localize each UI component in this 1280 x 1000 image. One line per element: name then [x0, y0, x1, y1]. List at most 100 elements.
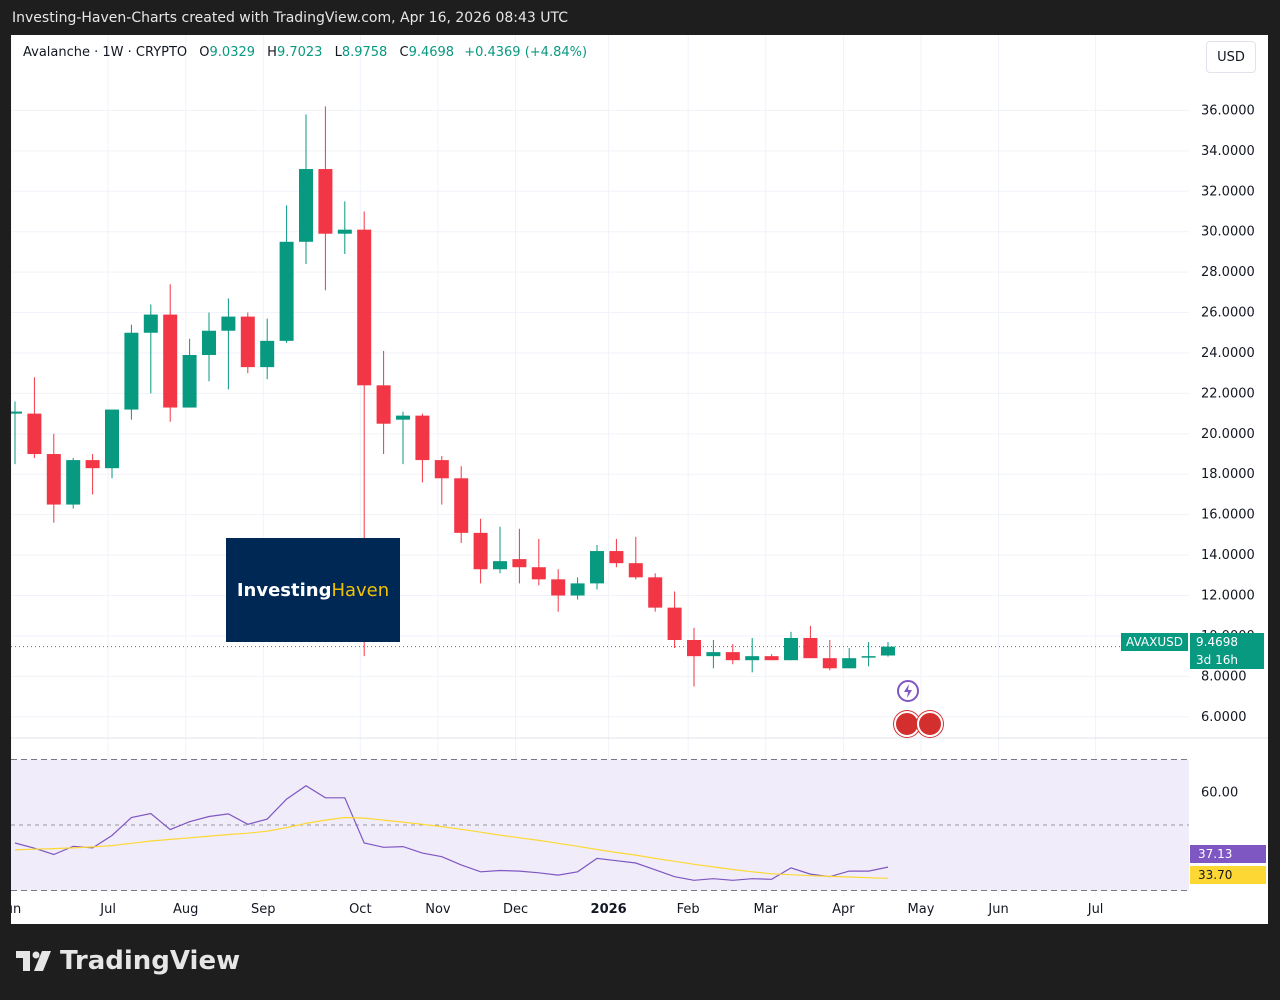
close-value: 9.4698 [408, 45, 455, 60]
rsi-axis-label: 60.00 [1201, 785, 1238, 800]
time-axis-label: 2026 [591, 902, 627, 917]
candle-body [66, 460, 81, 505]
candle-body [434, 460, 449, 479]
time-axis-label: Mar [754, 902, 779, 917]
candle-body [279, 241, 294, 341]
candle-body [299, 169, 313, 242]
candle-body [46, 454, 61, 505]
tradingview-logo-text: TradingView [60, 946, 241, 976]
candle-body [202, 330, 216, 355]
candle-body [648, 577, 663, 608]
candle-body [706, 652, 721, 657]
candle-body [590, 551, 604, 584]
rsi-band [11, 759, 1189, 891]
time-axis-label: Oct [349, 902, 371, 917]
time-axis-label: Sep [251, 902, 276, 917]
rsi-line [14, 784, 889, 881]
legend-ohlc: Avalanche · 1W · CRYPTO O9.0329 H9.7023 … [23, 45, 587, 60]
candle-body [609, 551, 624, 564]
chart-caption: Investing-Haven-Charts created with Trad… [12, 10, 569, 26]
price-axis-label: 24.0000 [1201, 346, 1255, 361]
bar-countdown-tag: 3d 16h [1190, 651, 1264, 669]
low-label: L [334, 45, 342, 60]
candle-body [143, 314, 158, 333]
chart-area[interactable]: 6.00008.000010.000012.000014.000016.0000… [11, 35, 1268, 924]
candle-body [105, 409, 119, 469]
logo-part-1: Investing [236, 579, 332, 601]
time-axis-label: May [908, 902, 935, 917]
open-label: O [199, 45, 210, 60]
price-axis-label: 26.0000 [1201, 306, 1255, 321]
candle-body [221, 316, 236, 331]
candle-body [745, 656, 760, 661]
price-axis-label: 20.0000 [1201, 427, 1255, 442]
candle-body [163, 314, 178, 408]
currency-button[interactable]: USD [1206, 41, 1256, 73]
candle-body [667, 607, 682, 640]
price-chart-svg[interactable]: 6.00008.000010.000012.000014.000016.0000… [11, 35, 1268, 924]
time-axis-label: Aug [173, 902, 198, 917]
candle-body [764, 656, 779, 661]
price-axis-label: 16.0000 [1201, 508, 1255, 523]
price-axis-label: 28.0000 [1201, 265, 1255, 280]
candle-body [27, 413, 42, 455]
candle-body [318, 169, 333, 234]
candle-body [803, 637, 818, 659]
tradingview-logo: TradingView [16, 946, 240, 976]
candle-body [512, 559, 527, 568]
rsi-value-tag: 37.13 [1190, 845, 1266, 863]
time-axis-label: Dec [503, 902, 528, 917]
price-axis-label: 22.0000 [1201, 386, 1255, 401]
candle-body [822, 658, 837, 669]
candle-body [570, 583, 585, 596]
price-axis-label: 30.0000 [1201, 225, 1255, 240]
close-label: C [399, 45, 409, 60]
logo-part-2: Haven [331, 579, 390, 601]
candle-body [337, 229, 352, 234]
price-axis-label: 36.0000 [1201, 103, 1255, 118]
candle-body [124, 332, 139, 410]
candle-body [85, 460, 100, 469]
open-value: 9.0329 [209, 45, 256, 60]
us-flag-event-icon[interactable] [894, 711, 920, 737]
candle-body [240, 316, 255, 368]
rsi-ma-value-tag: 33.70 [1190, 866, 1266, 884]
candle-body [182, 354, 197, 408]
candle-body [396, 415, 410, 420]
price-axis-label: 14.0000 [1201, 548, 1255, 563]
candle-body [628, 563, 643, 578]
time-axis-label: Nov [425, 902, 451, 917]
candle-body [842, 658, 857, 669]
high-label: H [267, 45, 277, 60]
candle-body [861, 656, 876, 658]
time-axis-label: Jun [987, 902, 1008, 917]
symbol-price-tag: AVAXUSD [1121, 633, 1188, 651]
candle-body [493, 561, 507, 570]
time-axis-label: Feb [677, 902, 700, 917]
candle-body [473, 532, 488, 570]
candle-body [260, 340, 275, 368]
price-axis-label: 18.0000 [1201, 467, 1255, 482]
symbol-label[interactable]: Avalanche · 1W · CRYPTO [23, 45, 188, 60]
candle-body [415, 415, 430, 461]
time-axis-label: Jul [1087, 902, 1104, 917]
candle-body [454, 478, 469, 533]
candle-body [784, 637, 798, 661]
time-axis-label: Apr [832, 902, 855, 917]
price-axis-label: 12.0000 [1201, 589, 1255, 604]
price-axis-label: 8.0000 [1201, 669, 1247, 684]
last-price-tag: 9.4698 [1190, 633, 1264, 651]
candle-body [725, 652, 740, 661]
price-axis-label: 6.0000 [1201, 710, 1247, 725]
candle-body [881, 646, 895, 656]
high-value: 9.7023 [276, 45, 323, 60]
candle-body [357, 229, 372, 386]
low-value: 8.9758 [341, 45, 388, 60]
lightning-event-icon[interactable] [897, 680, 919, 702]
time-axis-label: Jul [99, 902, 116, 917]
us-flag-event-icon-2[interactable] [917, 711, 943, 737]
investinghaven-logo: Investing Haven [226, 538, 400, 642]
time-axis-label: Jun [11, 902, 21, 917]
candle-body [551, 579, 566, 596]
rsi-ma-line [14, 816, 889, 879]
